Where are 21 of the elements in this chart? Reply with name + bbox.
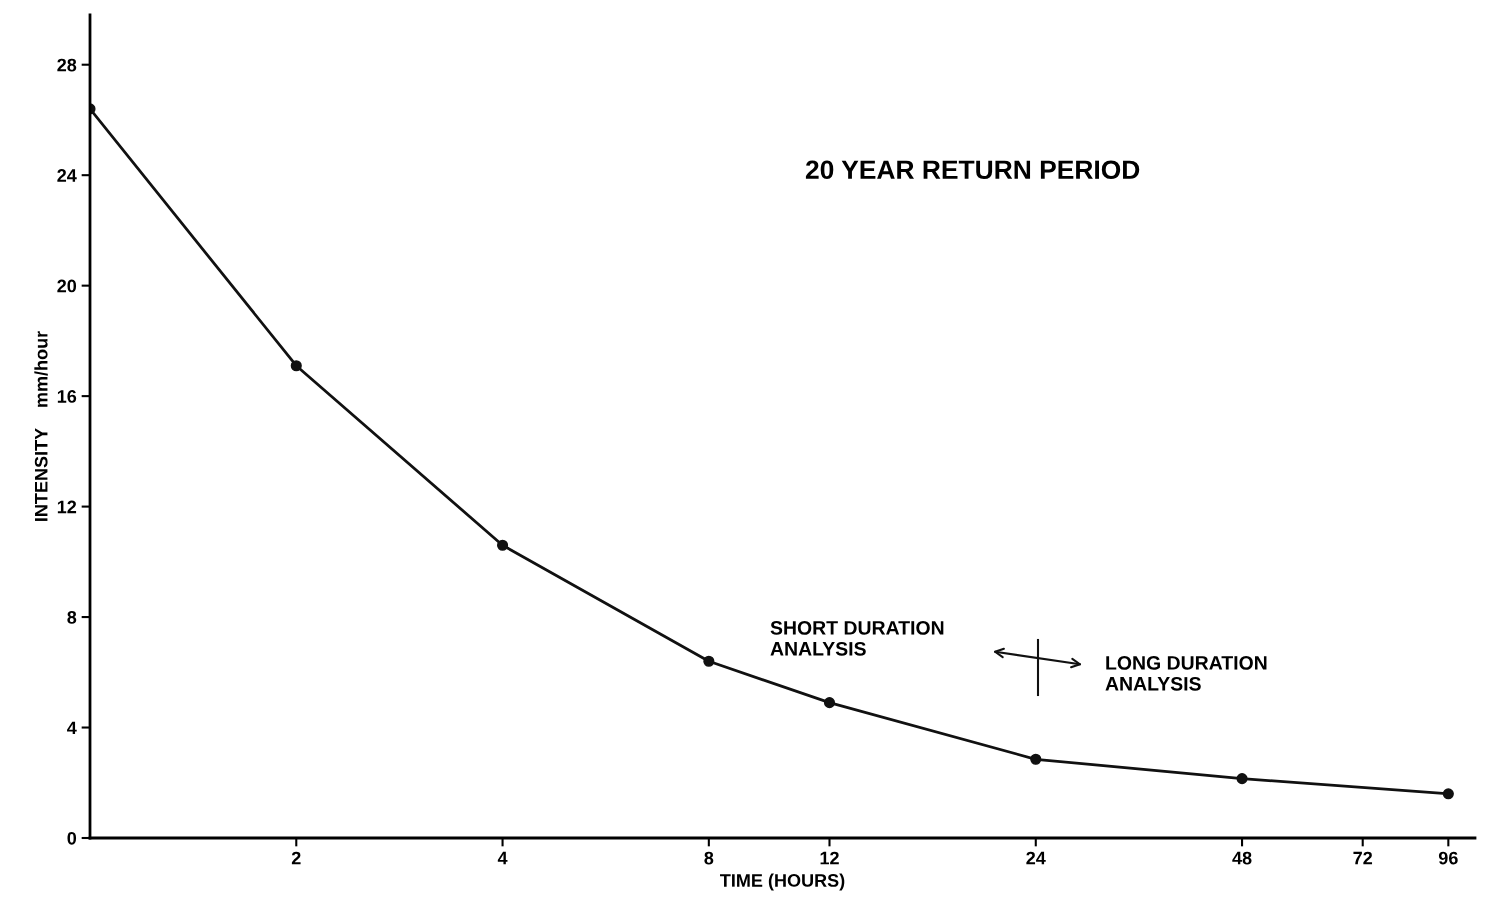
x-tick-label: 4 [497, 851, 508, 865]
x-axis-title: TIME (HOURS) [720, 873, 845, 891]
y-tick-label: 28 [57, 58, 77, 72]
x-tick-label: 2 [291, 851, 301, 865]
annotation: SHORT DURATION ANALYSIS [770, 620, 944, 656]
y-tick-label: 4 [67, 721, 77, 735]
x-tick-label: 24 [1026, 851, 1046, 865]
annotation: LONG DURATION ANALYSIS [1105, 655, 1267, 691]
x-tick-label: 8 [704, 851, 714, 865]
y-tick-label: 16 [57, 390, 77, 403]
x-tick-label: 96 [1438, 851, 1458, 865]
y-tick-label: 0 [67, 831, 77, 845]
y-tick-label: 12 [57, 500, 77, 514]
x-tick-label: 48 [1232, 851, 1252, 865]
y-tick-label: 24 [57, 169, 77, 182]
annotation: 20 YEAR RETURN PERIOD [805, 160, 1140, 180]
y-tick-label: 8 [67, 610, 77, 624]
x-tick-label: 72 [1353, 851, 1373, 865]
x-tick-label: 12 [820, 851, 839, 865]
y-tick-label: 20 [57, 279, 77, 293]
y-axis-title: INTENSITY mm/hour [34, 331, 48, 521]
